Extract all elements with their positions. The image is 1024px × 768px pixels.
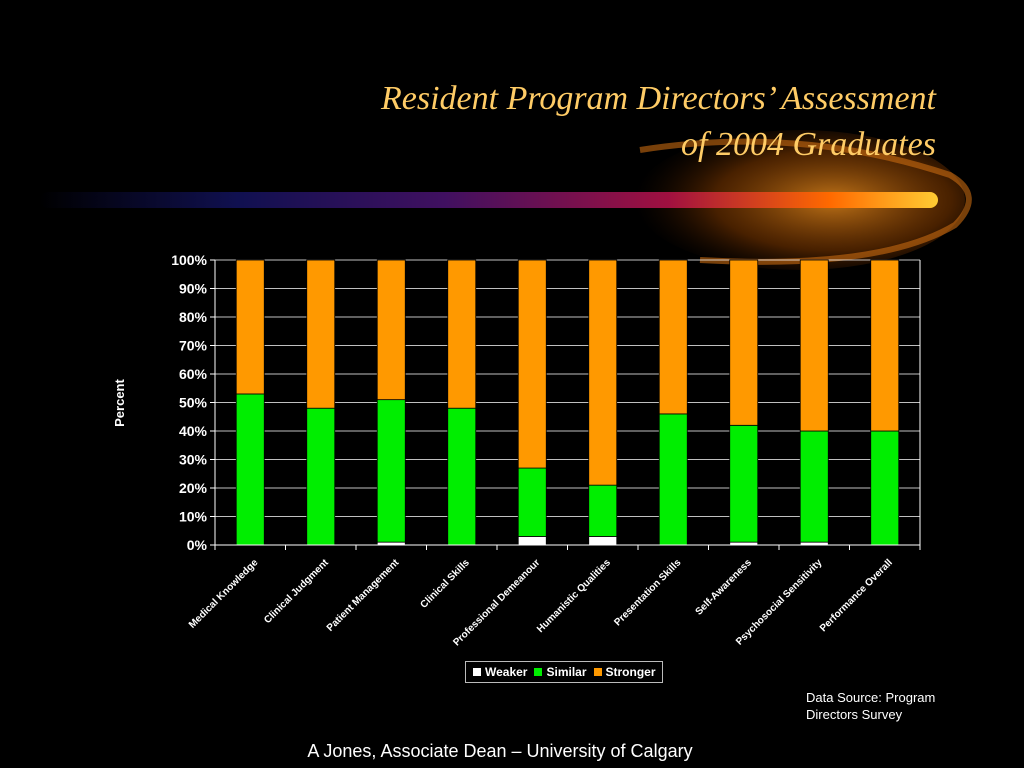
x-tick-labels: Medical Knowledge Clinical JudgmentPatien… xyxy=(187,557,895,649)
bar-stronger xyxy=(870,259,900,432)
y-tick-label: 10% xyxy=(179,509,208,525)
y-tick-label: 90% xyxy=(179,281,208,297)
legend-swatch xyxy=(592,667,603,677)
legend-swatch xyxy=(472,667,482,677)
x-tick-label: Humanistic Qualities xyxy=(535,557,613,635)
x-tick-label: Presentation Skills xyxy=(612,557,683,628)
bar-weaker xyxy=(588,536,618,546)
bar-stronger xyxy=(235,259,265,395)
legend-item-similar: Similar xyxy=(533,665,587,679)
bar-stronger xyxy=(517,259,547,469)
bar-similar xyxy=(658,413,688,546)
x-tick-label: Performance Overall xyxy=(818,557,895,634)
x-tick-label: Clinical Judgment xyxy=(262,557,331,626)
source-line-2: Directors Survey xyxy=(806,707,903,722)
slide-title: Resident Program Directors’ Assessment o… xyxy=(136,76,936,168)
x-tick-label: Patient Management xyxy=(325,557,402,634)
bar-similar xyxy=(870,430,900,546)
bar-similar xyxy=(376,399,406,543)
y-tick-label: 0% xyxy=(187,537,208,553)
bar-stronger xyxy=(447,259,477,409)
y-tick-label: 80% xyxy=(179,309,208,325)
x-tick-label: Self-Awareness xyxy=(694,557,755,618)
title-line-1: Resident Program Directors’ Assessment xyxy=(381,80,936,117)
y-tick-label: 50% xyxy=(179,395,208,411)
legend-item-stronger: Stronger xyxy=(592,665,656,679)
y-tick-label: 70% xyxy=(179,338,208,354)
y-tick-labels: 0% 10% 20% 30% 40% 50% 60% 70% 80% 90% 100% xyxy=(171,252,207,553)
y-tick-label: 30% xyxy=(179,452,208,468)
legend-swatch xyxy=(533,667,544,677)
legend-item-weaker: Weaker xyxy=(472,665,527,679)
bar-stronger xyxy=(729,259,759,426)
bar-similar xyxy=(235,393,265,546)
axes xyxy=(210,259,921,550)
legend: Weaker Similar Stronger xyxy=(465,661,663,683)
bar-similar xyxy=(306,407,336,546)
footer-credit: A Jones, Associate Dean – University of … xyxy=(307,741,693,761)
bar-weaker xyxy=(517,536,547,546)
y-tick-label: 100% xyxy=(171,252,207,268)
bar-similar xyxy=(588,484,618,537)
bar-similar xyxy=(729,424,759,543)
bar-stronger xyxy=(588,259,618,486)
title-line-2: of 2004 Graduates xyxy=(681,126,936,163)
source-line-1: Data Source: Program xyxy=(806,690,936,705)
bar-stronger xyxy=(306,259,336,409)
bar-similar xyxy=(447,407,477,546)
x-tick-label: Clinical Skills xyxy=(418,557,472,611)
bar-stronger xyxy=(658,259,688,415)
x-tick-label: Medical Knowledge xyxy=(187,557,261,631)
legend-label: Stronger xyxy=(605,665,656,679)
bar-stronger xyxy=(799,259,829,432)
bar-stronger xyxy=(376,259,406,401)
y-axis-label: Percent xyxy=(112,378,127,426)
legend-label: Similar xyxy=(546,665,587,679)
bar-similar xyxy=(799,430,829,543)
y-tick-label: 60% xyxy=(179,366,208,382)
y-tick-label: 40% xyxy=(179,423,208,439)
data-source-note: Data Source: Program Directors Survey xyxy=(806,689,986,723)
bars xyxy=(235,259,900,546)
decorative-swoosh xyxy=(40,130,972,270)
legend-label: Weaker xyxy=(485,665,528,679)
y-tick-label: 20% xyxy=(179,480,208,496)
bar-similar xyxy=(517,467,547,537)
